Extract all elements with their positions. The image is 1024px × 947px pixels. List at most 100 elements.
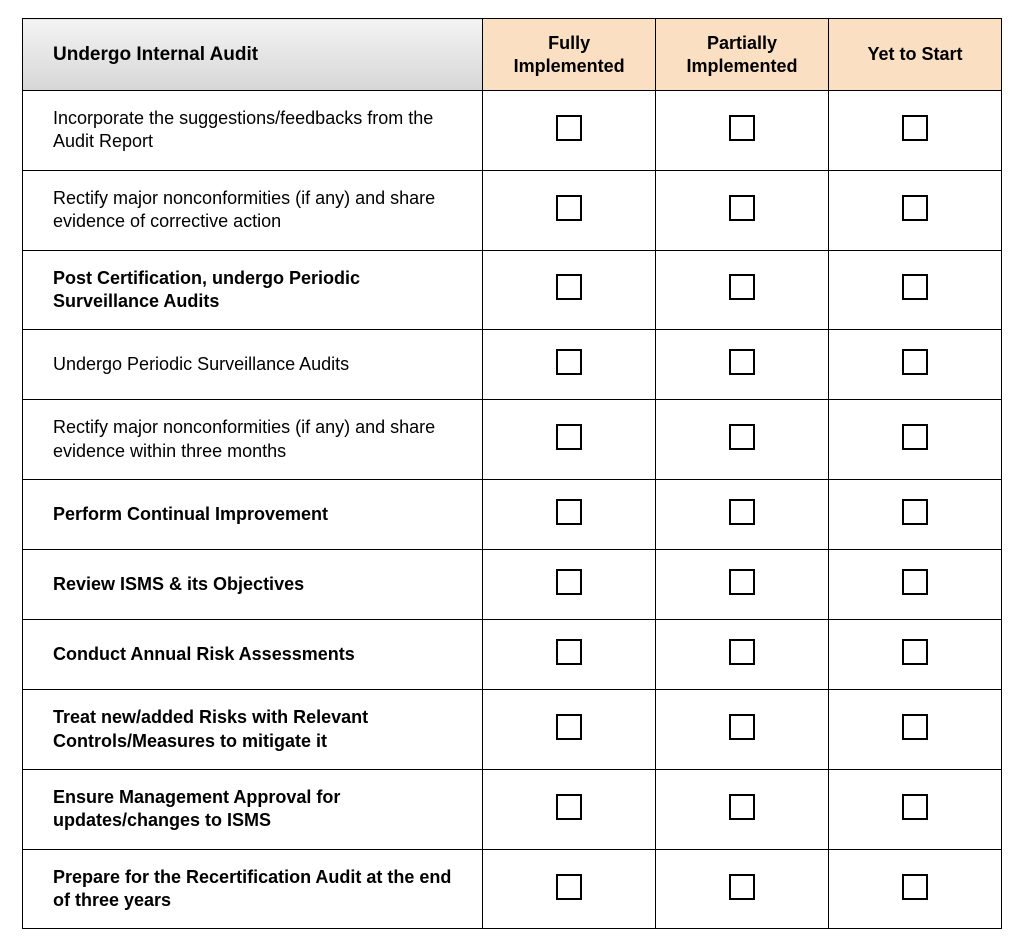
table-row: Ensure Management Approval for updates/c… bbox=[23, 769, 1002, 849]
row-label-text: Review ISMS & its Objectives bbox=[53, 574, 304, 594]
checkbox-partially[interactable] bbox=[729, 874, 755, 900]
checkbox-fully[interactable] bbox=[556, 115, 582, 141]
checkbox-cell-fully bbox=[483, 250, 656, 330]
checkbox-cell-partially bbox=[656, 91, 829, 171]
row-label: Conduct Annual Risk Assessments bbox=[23, 620, 483, 690]
table-row: Treat new/added Risks with Relevant Cont… bbox=[23, 690, 1002, 770]
header-label-column: Undergo Internal Audit bbox=[23, 19, 483, 91]
checkbox-fully[interactable] bbox=[556, 349, 582, 375]
row-label: Post Certification, undergo Periodic Sur… bbox=[23, 250, 483, 330]
table-row: Conduct Annual Risk Assessments bbox=[23, 620, 1002, 690]
header-status-fully: Fully Implemented bbox=[483, 19, 656, 91]
checkbox-cell-fully bbox=[483, 91, 656, 171]
table-row: Perform Continual Improvement bbox=[23, 480, 1002, 550]
table-row: Rectify major nonconformities (if any) a… bbox=[23, 170, 1002, 250]
checkbox-cell-partially bbox=[656, 480, 829, 550]
checkbox-cell-fully bbox=[483, 769, 656, 849]
table-row: Post Certification, undergo Periodic Sur… bbox=[23, 250, 1002, 330]
checkbox-yet[interactable] bbox=[902, 794, 928, 820]
checkbox-cell-fully bbox=[483, 620, 656, 690]
checkbox-cell-fully bbox=[483, 400, 656, 480]
checkbox-cell-partially bbox=[656, 170, 829, 250]
row-label-text: Incorporate the suggestions/feedbacks fr… bbox=[53, 108, 433, 151]
row-label-text: Ensure Management Approval for updates/c… bbox=[53, 787, 340, 830]
checkbox-cell-fully bbox=[483, 330, 656, 400]
checkbox-cell-fully bbox=[483, 550, 656, 620]
row-label-text: Post Certification, undergo Periodic Sur… bbox=[53, 268, 360, 311]
row-label-text: Undergo Periodic Surveillance Audits bbox=[53, 354, 349, 374]
checkbox-cell-yet bbox=[829, 400, 1002, 480]
audit-table: Undergo Internal Audit Fully Implemented… bbox=[22, 18, 1002, 929]
checkbox-cell-partially bbox=[656, 849, 829, 929]
row-label: Undergo Periodic Surveillance Audits bbox=[23, 330, 483, 400]
checkbox-cell-fully bbox=[483, 849, 656, 929]
checkbox-yet[interactable] bbox=[902, 714, 928, 740]
checkbox-yet[interactable] bbox=[902, 274, 928, 300]
checkbox-fully[interactable] bbox=[556, 424, 582, 450]
checkbox-cell-partially bbox=[656, 550, 829, 620]
row-label-text: Prepare for the Recertification Audit at… bbox=[53, 867, 451, 910]
checkbox-fully[interactable] bbox=[556, 714, 582, 740]
checkbox-cell-fully bbox=[483, 170, 656, 250]
checkbox-cell-yet bbox=[829, 170, 1002, 250]
checkbox-partially[interactable] bbox=[729, 349, 755, 375]
table-row: Rectify major nonconformities (if any) a… bbox=[23, 400, 1002, 480]
row-label-text: Conduct Annual Risk Assessments bbox=[53, 644, 355, 664]
checkbox-partially[interactable] bbox=[729, 274, 755, 300]
checkbox-partially[interactable] bbox=[729, 569, 755, 595]
row-label: Rectify major nonconformities (if any) a… bbox=[23, 400, 483, 480]
checkbox-cell-yet bbox=[829, 769, 1002, 849]
header-status-partially: Partially Implemented bbox=[656, 19, 829, 91]
checkbox-cell-yet bbox=[829, 849, 1002, 929]
row-label: Perform Continual Improvement bbox=[23, 480, 483, 550]
checkbox-fully[interactable] bbox=[556, 195, 582, 221]
header-status-yet: Yet to Start bbox=[829, 19, 1002, 91]
row-label: Treat new/added Risks with Relevant Cont… bbox=[23, 690, 483, 770]
checkbox-partially[interactable] bbox=[729, 115, 755, 141]
checkbox-cell-partially bbox=[656, 620, 829, 690]
checkbox-yet[interactable] bbox=[902, 639, 928, 665]
checkbox-yet[interactable] bbox=[902, 195, 928, 221]
checkbox-partially[interactable] bbox=[729, 794, 755, 820]
checkbox-fully[interactable] bbox=[556, 274, 582, 300]
row-label-text: Rectify major nonconformities (if any) a… bbox=[53, 188, 435, 231]
checkbox-fully[interactable] bbox=[556, 499, 582, 525]
checkbox-yet[interactable] bbox=[902, 349, 928, 375]
checkbox-cell-yet bbox=[829, 690, 1002, 770]
checkbox-partially[interactable] bbox=[729, 714, 755, 740]
checkbox-yet[interactable] bbox=[902, 499, 928, 525]
checkbox-cell-yet bbox=[829, 91, 1002, 171]
row-label: Prepare for the Recertification Audit at… bbox=[23, 849, 483, 929]
checkbox-cell-yet bbox=[829, 480, 1002, 550]
checkbox-partially[interactable] bbox=[729, 639, 755, 665]
checkbox-yet[interactable] bbox=[902, 424, 928, 450]
checkbox-cell-partially bbox=[656, 250, 829, 330]
table-row: Prepare for the Recertification Audit at… bbox=[23, 849, 1002, 929]
checkbox-partially[interactable] bbox=[729, 195, 755, 221]
checkbox-cell-yet bbox=[829, 550, 1002, 620]
checkbox-cell-yet bbox=[829, 620, 1002, 690]
table-row: Undergo Periodic Surveillance Audits bbox=[23, 330, 1002, 400]
row-label: Ensure Management Approval for updates/c… bbox=[23, 769, 483, 849]
checkbox-yet[interactable] bbox=[902, 569, 928, 595]
checkbox-cell-partially bbox=[656, 690, 829, 770]
row-label: Rectify major nonconformities (if any) a… bbox=[23, 170, 483, 250]
checkbox-cell-yet bbox=[829, 250, 1002, 330]
row-label-text: Rectify major nonconformities (if any) a… bbox=[53, 417, 435, 460]
checkbox-yet[interactable] bbox=[902, 874, 928, 900]
checkbox-fully[interactable] bbox=[556, 794, 582, 820]
row-label-text: Treat new/added Risks with Relevant Cont… bbox=[53, 707, 368, 750]
checkbox-yet[interactable] bbox=[902, 115, 928, 141]
row-label: Incorporate the suggestions/feedbacks fr… bbox=[23, 91, 483, 171]
table-row: Incorporate the suggestions/feedbacks fr… bbox=[23, 91, 1002, 171]
checkbox-cell-fully bbox=[483, 690, 656, 770]
checkbox-fully[interactable] bbox=[556, 569, 582, 595]
checkbox-partially[interactable] bbox=[729, 499, 755, 525]
checkbox-cell-yet bbox=[829, 330, 1002, 400]
checkbox-cell-partially bbox=[656, 400, 829, 480]
checkbox-fully[interactable] bbox=[556, 874, 582, 900]
checkbox-cell-partially bbox=[656, 330, 829, 400]
table-row: Review ISMS & its Objectives bbox=[23, 550, 1002, 620]
checkbox-partially[interactable] bbox=[729, 424, 755, 450]
checkbox-fully[interactable] bbox=[556, 639, 582, 665]
